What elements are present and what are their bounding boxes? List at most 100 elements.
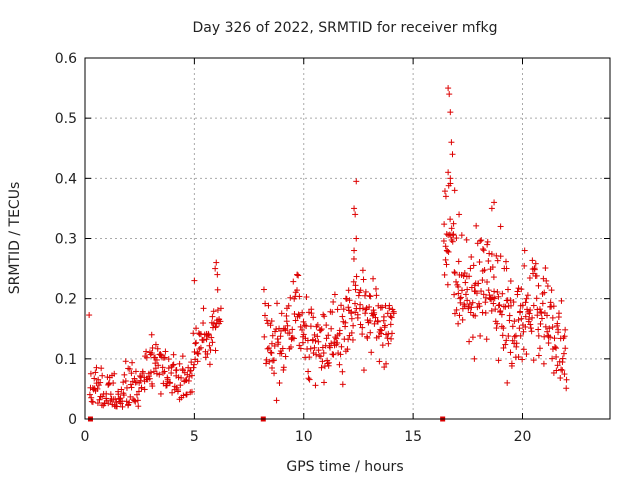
data-point bbox=[321, 313, 328, 320]
x-tick-label: 20 bbox=[514, 429, 532, 445]
data-point bbox=[135, 403, 142, 410]
data-point bbox=[451, 291, 458, 298]
x-tick-label: 0 bbox=[81, 429, 90, 445]
data-point bbox=[480, 247, 487, 254]
data-point bbox=[371, 309, 378, 316]
data-point bbox=[326, 344, 333, 351]
data-point bbox=[488, 205, 495, 212]
data-point bbox=[274, 300, 281, 307]
data-point bbox=[306, 376, 313, 383]
data-point bbox=[500, 344, 507, 351]
data-point bbox=[330, 351, 337, 358]
data-point bbox=[129, 359, 136, 366]
data-point bbox=[359, 331, 366, 338]
data-point bbox=[213, 259, 220, 266]
data-point bbox=[528, 328, 535, 335]
data-point bbox=[161, 368, 168, 375]
data-point bbox=[388, 314, 395, 321]
data-point bbox=[450, 220, 457, 227]
data-point bbox=[214, 307, 221, 314]
data-point bbox=[194, 350, 201, 357]
data-point bbox=[93, 364, 100, 371]
data-point bbox=[384, 335, 391, 342]
data-point bbox=[305, 375, 312, 382]
data-point bbox=[359, 324, 366, 331]
data-point bbox=[164, 376, 171, 383]
data-point bbox=[497, 307, 504, 314]
data-point bbox=[490, 274, 497, 281]
data-point bbox=[267, 349, 274, 356]
data-point bbox=[126, 365, 133, 372]
data-point bbox=[505, 332, 512, 339]
data-point bbox=[549, 314, 556, 321]
data-point bbox=[521, 262, 528, 269]
data-point bbox=[547, 299, 554, 306]
data-point bbox=[466, 273, 473, 280]
data-point bbox=[558, 297, 565, 304]
data-point bbox=[111, 370, 118, 377]
data-point bbox=[212, 265, 219, 272]
data-point bbox=[455, 320, 462, 327]
data-point bbox=[553, 353, 560, 360]
data-point bbox=[460, 273, 467, 280]
data-point bbox=[314, 333, 321, 340]
data-point bbox=[525, 316, 532, 323]
data-point bbox=[193, 325, 200, 332]
data-point bbox=[453, 235, 460, 242]
data-point bbox=[476, 259, 483, 266]
data-point bbox=[152, 341, 159, 348]
data-point bbox=[268, 318, 275, 325]
data-point bbox=[507, 297, 514, 304]
data-point bbox=[265, 302, 272, 309]
data-point bbox=[548, 287, 555, 294]
data-point bbox=[297, 345, 304, 352]
grid-lines bbox=[85, 58, 610, 419]
x-axis-label: GPS time / hours bbox=[286, 459, 403, 475]
data-point bbox=[497, 253, 504, 260]
data-point bbox=[208, 334, 215, 341]
data-point bbox=[520, 346, 527, 353]
data-point bbox=[485, 287, 492, 294]
data-point bbox=[185, 377, 192, 384]
data-point bbox=[480, 291, 487, 298]
data-point bbox=[534, 312, 541, 319]
data-point bbox=[384, 310, 391, 317]
data-point bbox=[348, 308, 355, 315]
data-point bbox=[373, 292, 380, 299]
data-point bbox=[212, 323, 219, 330]
data-point bbox=[94, 400, 101, 407]
data-point bbox=[159, 364, 166, 371]
data-point bbox=[197, 344, 204, 351]
data-point bbox=[450, 231, 457, 238]
data-point bbox=[451, 310, 458, 317]
data-point bbox=[461, 302, 468, 309]
data-point bbox=[134, 397, 141, 404]
data-point bbox=[482, 294, 489, 301]
data-point bbox=[387, 321, 394, 328]
data-point bbox=[491, 288, 498, 295]
data-point bbox=[473, 290, 480, 297]
data-point bbox=[560, 350, 567, 357]
data-point bbox=[107, 391, 114, 398]
data-point bbox=[366, 292, 373, 299]
data-point bbox=[484, 238, 491, 245]
data-point bbox=[494, 257, 501, 264]
data-point bbox=[276, 379, 283, 386]
data-point bbox=[289, 326, 296, 333]
data-point bbox=[495, 302, 502, 309]
data-point bbox=[475, 280, 482, 287]
data-point bbox=[287, 294, 294, 301]
data-point bbox=[544, 283, 551, 290]
data-point bbox=[469, 299, 476, 306]
data-point bbox=[165, 365, 172, 372]
data-point bbox=[290, 278, 297, 285]
data-point bbox=[378, 327, 385, 334]
data-point bbox=[114, 403, 121, 410]
data-point bbox=[345, 304, 352, 311]
data-point bbox=[442, 243, 449, 250]
data-point bbox=[502, 258, 509, 265]
data-point bbox=[91, 375, 98, 382]
data-point bbox=[497, 223, 504, 230]
data-point bbox=[561, 371, 568, 378]
data-point bbox=[492, 306, 499, 313]
